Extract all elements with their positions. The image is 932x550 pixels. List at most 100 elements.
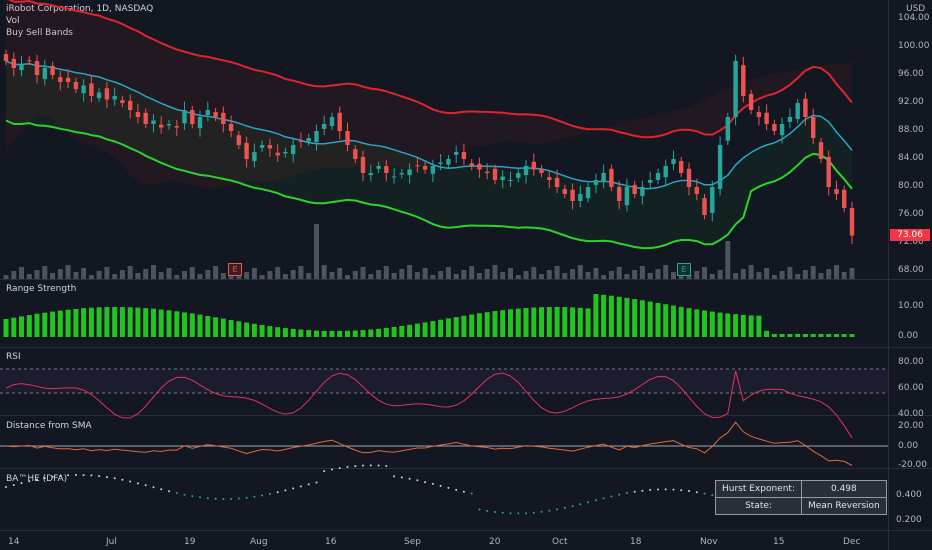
hurst-dot: [641, 489, 644, 492]
candle-body: [772, 124, 777, 131]
volume-bar: [802, 270, 808, 279]
candle-body: [500, 176, 505, 180]
volume-bar: [570, 269, 576, 279]
hurst-dot: [144, 484, 147, 487]
hurst-label[interactable]: BA™HE (DFA): [6, 474, 68, 484]
volume-bar: [422, 268, 428, 279]
volume-bar: [539, 274, 544, 279]
hurst-dot: [416, 479, 419, 482]
sma-tick: -20.00: [898, 460, 928, 470]
range-strength-bar: [298, 329, 304, 337]
currency-label: USD: [906, 4, 926, 14]
volume-bar: [671, 272, 676, 279]
range-strength-bar: [267, 326, 273, 337]
candle-body: [96, 92, 102, 99]
candle-body: [679, 161, 684, 173]
time-tick: Jul: [106, 537, 117, 547]
candle-body: [151, 120, 156, 124]
hurst-dot: [556, 508, 559, 511]
volume-bar: [391, 273, 397, 279]
earnings-marker[interactable]: E: [677, 263, 691, 276]
range-strength-bar: [492, 311, 498, 337]
volume-bar: [42, 266, 48, 279]
candle-body: [617, 187, 622, 201]
candle-body: [547, 177, 552, 180]
range-strength-bar: [360, 330, 366, 337]
volume-bar: [213, 266, 219, 279]
volume-bar: [585, 272, 591, 279]
volume-bar: [632, 270, 638, 279]
range-strength-bar: [290, 328, 296, 337]
time-tick: Aug: [250, 537, 268, 547]
range-strength-label[interactable]: Range Strength: [6, 284, 77, 294]
volume-bar: [166, 268, 172, 279]
buy-sell-bands-label[interactable]: Buy Sell Bands: [6, 28, 73, 38]
hurst-dot: [439, 484, 442, 487]
volume-bar: [50, 273, 56, 279]
range-strength-bar: [702, 310, 707, 337]
candle-body: [523, 166, 529, 176]
range-strength-bar: [166, 310, 172, 337]
volume-bar: [407, 265, 413, 279]
volume-bar: [158, 272, 164, 279]
hurst-dot: [12, 484, 15, 486]
price-chart[interactable]: [0, 0, 888, 279]
sma-distance-label[interactable]: Distance from SMA: [6, 421, 92, 431]
volume-bar: [826, 269, 832, 279]
range-strength-bar: [244, 322, 250, 337]
earnings-marker[interactable]: E: [228, 263, 242, 276]
volume-bar: [624, 274, 630, 279]
volume-bar: [461, 270, 467, 279]
candle-body: [19, 64, 24, 71]
mid-band-line: [5, 60, 853, 190]
range-strength-bar: [135, 307, 141, 337]
rsi-tick: 40.00: [898, 409, 924, 419]
candle-body: [640, 187, 645, 197]
hurst-dot: [90, 474, 93, 477]
range-strength-bar: [368, 329, 374, 337]
hurst-dot: [183, 493, 186, 496]
volume-bar: [795, 274, 801, 279]
hurst-dot: [625, 492, 628, 495]
hurst-dot: [470, 492, 473, 495]
rsi-tick: 60.00: [898, 383, 924, 393]
volume-indicator-label[interactable]: Vol: [6, 16, 19, 26]
hurst-dot: [587, 501, 590, 504]
hurst-dot: [649, 488, 652, 491]
hurst-dot: [315, 481, 318, 484]
candle-body: [601, 173, 606, 183]
candle-body: [166, 124, 172, 126]
volume-bar: [189, 267, 195, 279]
candle-body: [11, 58, 16, 68]
range-strength-bar: [119, 307, 125, 337]
candle-body: [748, 93, 754, 110]
hurst-dot: [175, 492, 178, 494]
volume-bar: [290, 270, 296, 279]
range-strength-bar: [376, 328, 382, 337]
candle-body: [73, 82, 79, 89]
rsi-label[interactable]: RSI: [6, 352, 21, 362]
candle-body: [694, 187, 699, 194]
range-strength-bar: [818, 334, 824, 337]
time-tick: 18: [630, 537, 642, 547]
price-tick: 68.00: [898, 265, 924, 275]
volume-bar: [787, 267, 793, 279]
price-tick: 104.00: [898, 13, 930, 23]
hurst-dot: [191, 495, 194, 498]
volume-bar: [360, 267, 366, 279]
range-strength-bar: [96, 307, 102, 337]
candle-body: [663, 166, 668, 178]
range-strength-bar: [383, 327, 389, 337]
volume-bar: [26, 274, 32, 279]
time-tick: 19: [184, 537, 196, 547]
volume-bar: [414, 272, 420, 279]
volume-bar: [88, 275, 94, 279]
lower-band-line: [5, 119, 853, 250]
hurst-dot: [424, 481, 427, 484]
volume-bar: [112, 274, 118, 279]
volume-bar: [748, 265, 754, 279]
hurst-dot: [633, 490, 636, 493]
hurst-dot: [237, 497, 240, 500]
volume-bar: [197, 274, 203, 279]
candle-body: [415, 165, 420, 167]
